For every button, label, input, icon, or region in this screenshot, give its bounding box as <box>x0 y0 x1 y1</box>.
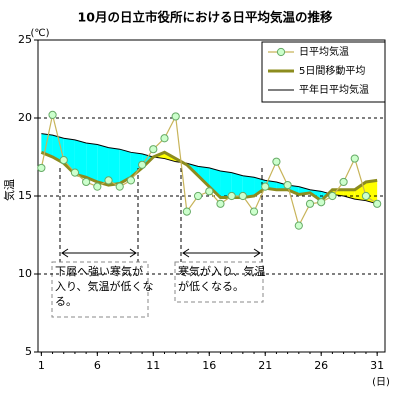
data-point <box>350 154 359 163</box>
data-point <box>272 157 281 166</box>
data-point <box>216 199 225 208</box>
x-tick-label: 11 <box>146 359 160 372</box>
data-point <box>373 199 382 208</box>
arrow-head <box>182 248 261 258</box>
data-point <box>149 145 158 154</box>
data-point <box>205 187 214 196</box>
data-point <box>317 198 326 207</box>
data-point <box>48 110 57 119</box>
difference-fill <box>97 144 109 186</box>
data-point <box>70 168 80 177</box>
difference-fill <box>209 167 221 198</box>
x-tick-label: 26 <box>314 359 328 372</box>
x-tick-label: 16 <box>202 359 216 372</box>
annotation-text: 寒気が入り、気温 <box>178 264 266 278</box>
x-unit: (日) <box>372 377 390 388</box>
data-point <box>82 177 91 187</box>
difference-fill <box>220 171 232 198</box>
annotation-box <box>174 261 264 303</box>
data-point <box>361 191 371 201</box>
series-line <box>41 133 378 205</box>
annotation-text: 入り、気温が低くな <box>55 279 154 293</box>
data-point <box>261 182 270 191</box>
annotation-text: る。 <box>55 295 77 308</box>
annotation-text: が低くなる。 <box>178 279 244 293</box>
x-tick-label: 31 <box>370 359 384 372</box>
difference-fill <box>86 142 98 182</box>
legend-label: 日平均気温 <box>299 45 349 58</box>
difference-fill <box>41 133 53 157</box>
difference-fill <box>198 166 210 187</box>
data-point <box>115 182 124 191</box>
data-point <box>328 191 337 201</box>
data-point <box>283 180 292 190</box>
annotation-arrows <box>51 168 264 318</box>
data-point <box>182 207 191 216</box>
difference-fill <box>231 172 243 198</box>
difference-fill <box>119 149 131 184</box>
data-point <box>104 176 113 185</box>
data-point <box>193 191 203 201</box>
annotation-text: 下層へ強い寒気が <box>55 264 143 278</box>
x-tick-label: 1 <box>38 359 45 372</box>
y-tick-label: 25 <box>18 33 32 46</box>
data-point <box>37 163 46 173</box>
legend-marker <box>276 47 286 57</box>
data-point <box>238 191 247 201</box>
difference-fill <box>52 135 64 164</box>
legend-label: 平年日平均気温 <box>299 83 369 96</box>
y-tick-label: 15 <box>18 189 32 202</box>
y-tick-label: 10 <box>18 267 32 280</box>
difference-fill <box>242 175 255 198</box>
y-unit: (℃) <box>30 28 49 39</box>
data-point <box>305 199 315 208</box>
arrow-head <box>61 248 137 258</box>
difference-fill <box>74 139 87 178</box>
data-point <box>126 176 136 185</box>
data-point <box>171 112 180 121</box>
data-point <box>138 160 147 169</box>
data-point <box>339 177 348 187</box>
difference-fill <box>108 147 120 186</box>
x-tick-label: 6 <box>94 359 101 372</box>
legend-label: 5日間移動平均 <box>299 64 365 77</box>
difference-fill <box>254 177 266 196</box>
y-axis-label: 気温 <box>2 179 16 201</box>
data-point <box>59 156 68 165</box>
difference-fill <box>130 152 143 178</box>
data-point <box>160 134 169 143</box>
annotation-box <box>51 261 149 318</box>
data-point <box>249 207 259 216</box>
data-point <box>227 191 236 201</box>
data-point <box>93 182 102 191</box>
chart-title: 10月の日立市役所における日平均気温の推移 <box>78 10 333 25</box>
x-tick-label: 21 <box>258 359 272 372</box>
data-point <box>294 221 303 230</box>
y-tick-label: 20 <box>18 111 32 124</box>
y-tick-label: 5 <box>25 345 32 358</box>
